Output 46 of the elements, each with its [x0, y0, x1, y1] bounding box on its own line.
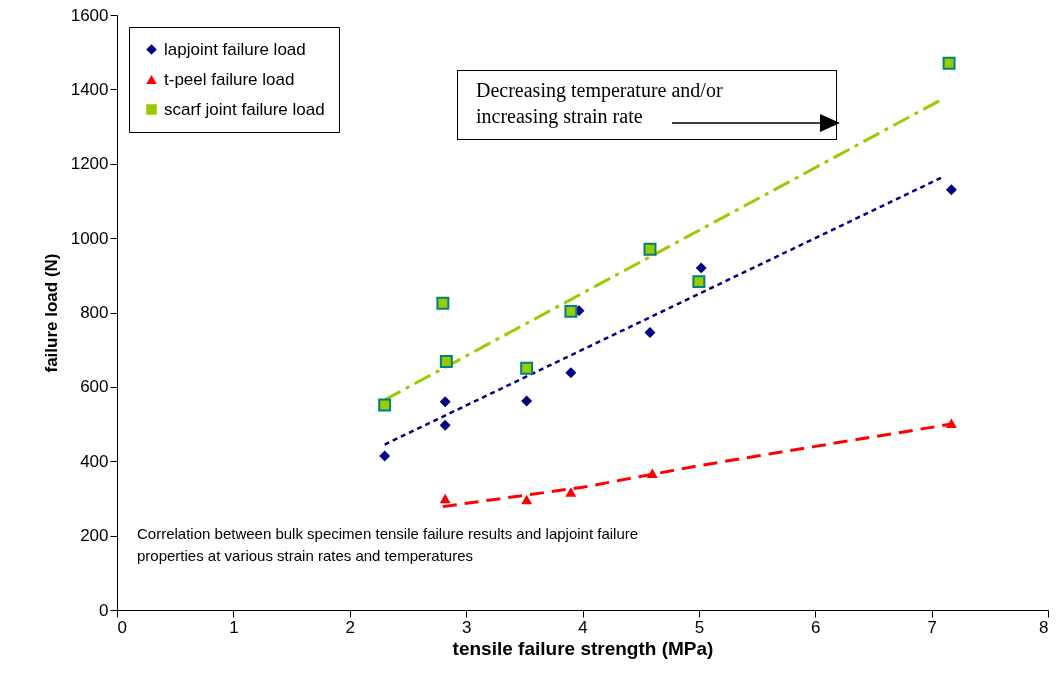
- point: [565, 367, 577, 379]
- x-tick-label: 7: [927, 617, 937, 637]
- y-tick-label: 200: [80, 526, 109, 546]
- point: [436, 296, 450, 310]
- point: [643, 242, 657, 256]
- legend-label: scarf joint failure load: [164, 99, 325, 119]
- x-tick-label: 3: [461, 617, 472, 637]
- legend-label: lapjoint failure load: [164, 39, 306, 59]
- point: [692, 275, 706, 289]
- x-tick-label: 0: [117, 617, 127, 637]
- point: [646, 468, 658, 478]
- x-tick-label: 4: [578, 617, 588, 637]
- point: [439, 355, 453, 369]
- x-tick-label: 5: [694, 617, 705, 637]
- y-tick-label: 1600: [70, 5, 109, 25]
- point: [644, 327, 656, 339]
- point: [942, 56, 956, 70]
- x-tick-label: 1: [229, 617, 239, 637]
- point: [439, 493, 451, 504]
- point: [520, 361, 534, 375]
- point: [564, 304, 578, 318]
- y-tick-label: 1400: [70, 79, 109, 99]
- x-tick-label: 8: [1039, 617, 1049, 637]
- x-tick-label: 6: [811, 617, 821, 637]
- legend-label: t-peel failure load: [164, 69, 295, 89]
- point: [521, 395, 533, 407]
- point: [945, 184, 957, 196]
- point: [565, 487, 577, 497]
- point: [439, 396, 451, 408]
- point: [378, 398, 392, 412]
- y-tick-label: 800: [80, 303, 109, 322]
- y-tick-label: 0: [99, 600, 109, 620]
- point: [945, 418, 957, 429]
- annotation: Decreasing temperature and/or increasing strain rate: [457, 70, 837, 140]
- y-axis-title: failure load (N): [41, 253, 61, 373]
- y-tick-label: 400: [80, 451, 109, 471]
- x-axis-title: tensile failure strength (MPa): [452, 637, 714, 659]
- point: [695, 262, 707, 274]
- y-tick-label: 1200: [70, 154, 109, 174]
- point: [521, 494, 533, 505]
- y-tick-label: 1000: [70, 228, 109, 248]
- y-tick-label: 600: [80, 377, 109, 397]
- point: [439, 419, 451, 431]
- point: [379, 450, 391, 462]
- x-tick-label: 2: [345, 617, 355, 637]
- annotation: Correlation between bulk specimen tensile failure results and lapjoint failure properties at various strain rates and temperatures: [137, 524, 640, 566]
